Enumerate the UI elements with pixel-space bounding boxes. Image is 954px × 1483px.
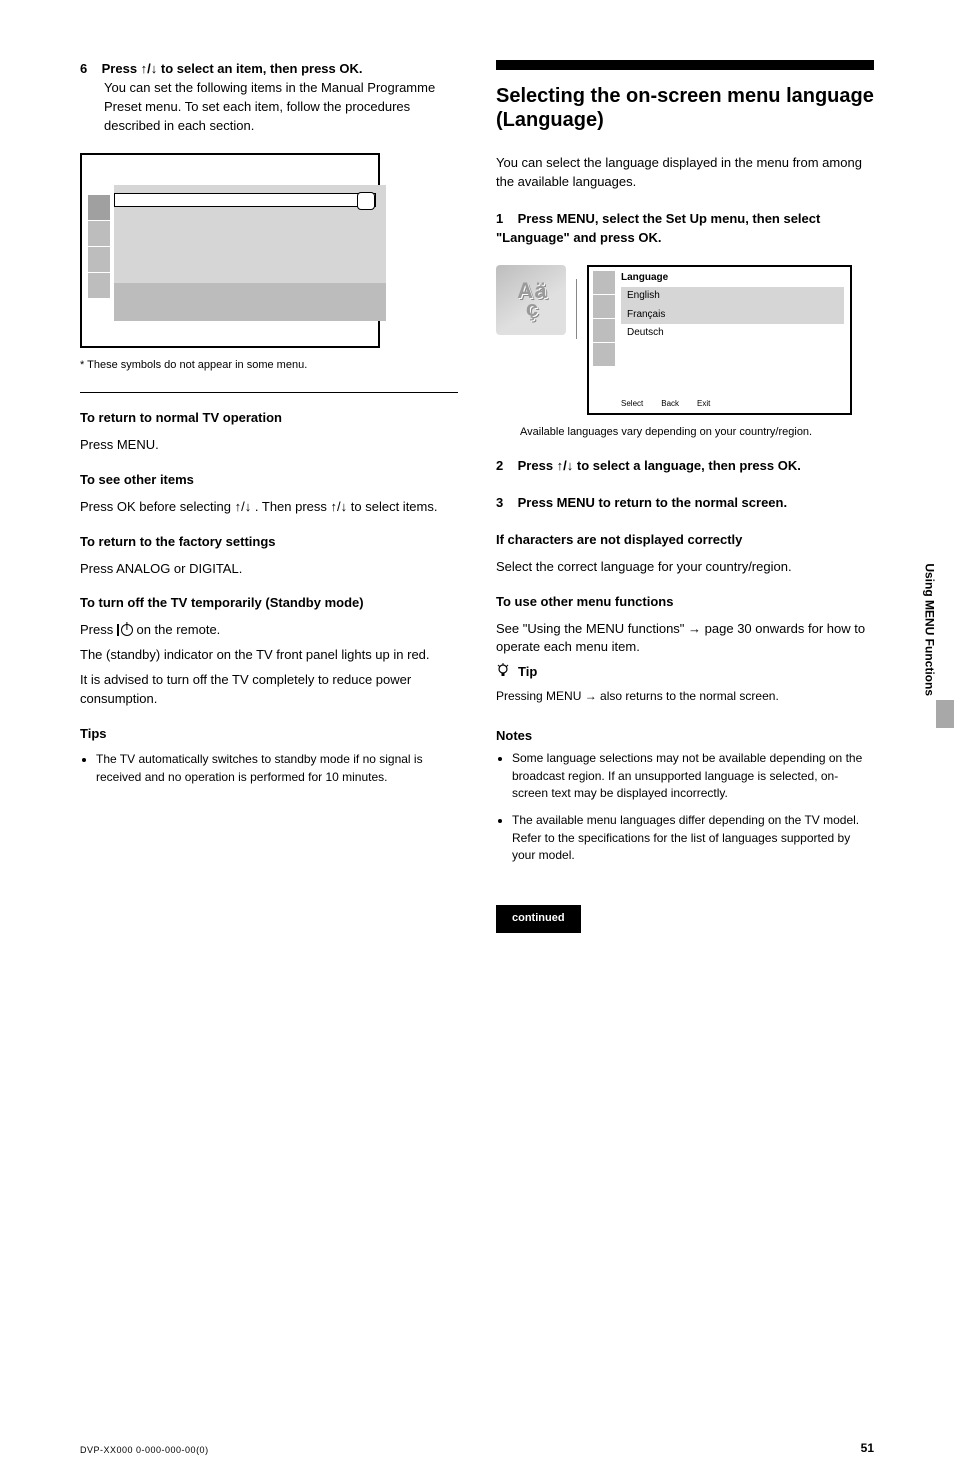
tv-menu-panel [114,185,386,321]
arrow-down-icon: ↓ [341,498,348,517]
body-off-c: The (standby) indicator on the TV front … [80,646,458,665]
step-2: 2 Press ↑/↓ to select a language, then p… [496,457,874,476]
lang-option: English [621,287,844,306]
connector-line [576,279,577,339]
body-off-b: on the remote. [136,622,220,637]
arrow-right-icon: → [585,688,597,705]
arrow-down-icon: ↓ [245,498,252,517]
body-turn-off: Press on the remote. The (standby) indic… [80,621,458,708]
arrow-right-icon: → [688,620,701,639]
slider-knob [357,192,375,210]
figure-language-menu: A äç Language English Français Deutsch S… [496,265,874,415]
tips-heading: Tips [80,725,458,744]
tip-text-a: Pressing MENU [496,689,585,703]
tv-frame [80,153,380,348]
body-exit-c: to select items. [351,499,438,514]
arrow-up-icon: ↑ [141,60,148,79]
tips-list: The TV automatically switches to standby… [80,751,458,786]
body-factory-reset: Press ANALOG or DIGITAL. [80,560,458,579]
language-menu-panel: Language English Français Deutsch Select… [587,265,852,415]
two-column-layout: 6 Press ↑/↓ to select an item, then pres… [80,60,874,933]
lang-bottom-label: Back [661,398,679,410]
step-text-b: to select an item, then press OK. [161,61,363,76]
step3-text: Press MENU to return to the normal scree… [518,495,787,510]
body-exit-a: Press OK before selecting [80,499,235,514]
tv-side-tabs [88,195,110,299]
step-6: 6 Press ↑/↓ to select an item, then pres… [80,60,458,135]
topic-title: Selecting the on-screen menu language (L… [496,84,874,132]
lang-option: Français [621,306,844,325]
heading-factory-reset: To return to the factory settings [80,533,458,552]
step2-text: Press ↑/↓ to select a language, then pre… [518,458,801,473]
heading-chars-incorrect: If characters are not displayed correctl… [496,531,874,550]
tip-body: Pressing MENU → also returns to the norm… [496,688,874,705]
page-number: 51 [861,1440,874,1457]
tip-item: The TV automatically switches to standby… [96,751,458,786]
step-number: 3 [496,494,514,513]
body-exit-b: . Then press [255,499,331,514]
body-other-menu: See "Using the MENU functions" → page 30… [496,620,874,658]
topic-bar [496,60,874,70]
notes-list: Some language selections may not be avai… [496,750,874,864]
lang-caption: Available languages vary depending on yo… [496,425,874,441]
notes-heading: Notes [496,727,874,746]
figure-footnote: * These symbols do not appear in some me… [80,358,458,374]
step1-text: Press MENU, select the Set Up menu, then… [496,211,820,245]
continued-box: continued [496,905,581,933]
language-icon: A äç [496,265,566,335]
heading-turn-off: To turn off the TV temporarily (Standby … [80,594,458,613]
body-standby-a: See "Using the MENU functions" [496,621,688,636]
note-item: Some language selections may not be avai… [512,750,874,802]
lang-bottom-labels: Select Back Exit [621,398,710,410]
arrow-up-icon: ↑ [331,498,338,517]
figure-tv-menu [80,153,380,348]
arrow-up-icon: ↑ [235,498,242,517]
step-number: 1 [496,210,514,229]
tip-text-b: also returns to the normal screen. [600,689,779,703]
step-number: 2 [496,457,514,476]
step-block2: You can set the following items in the M… [80,79,458,136]
right-column: Selecting the on-screen menu language (L… [496,60,874,933]
lang-panel-title: Language [621,271,668,286]
slider-track [114,193,376,207]
left-column: 6 Press ↑/↓ to select an item, then pres… [80,60,458,933]
tv-panel-footer [114,283,386,321]
model-label: DVP-XX000 0-000-000-00(0) [80,1444,209,1457]
power-bar-icon [117,624,119,636]
topic-intro: You can select the language displayed in… [496,154,874,192]
tip-row: Tip [496,663,874,682]
tip-bulb-icon [496,663,510,677]
lang-options: English Français Deutsch [621,287,844,343]
note-item: The available menu languages differ depe… [512,812,874,864]
section-tab [936,700,954,728]
step-text-a: Press [102,61,137,76]
step-number: 6 [80,60,98,79]
lang-side-tabs [593,271,615,367]
body-chars-incorrect: Select the correct language for your cou… [496,558,874,577]
body-other-items: Press OK before selecting ↑/↓ . Then pre… [80,498,458,517]
body-off-d: It is advised to turn off the TV complet… [80,671,458,709]
arrow-down-icon: ↓ [151,60,158,79]
lang-bottom-label: Select [621,398,643,410]
lang-option: Deutsch [621,324,844,343]
separator [80,392,458,393]
lang-bottom-label: Exit [697,398,710,410]
tip-label: Tip [518,663,537,682]
section-side-label: Using MENU Functions [921,563,938,696]
body-off-a: Press [80,622,117,637]
heading-other-items: To see other items [80,471,458,490]
step-1: 1 Press MENU, select the Set Up menu, th… [496,210,874,248]
body-return-normal: Press MENU. [80,436,458,455]
heading-other-menu: To use other menu functions [496,593,874,612]
heading-return-normal: To return to normal TV operation [80,409,458,428]
step-3: 3 Press MENU to return to the normal scr… [496,494,874,513]
power-icon [121,624,133,636]
